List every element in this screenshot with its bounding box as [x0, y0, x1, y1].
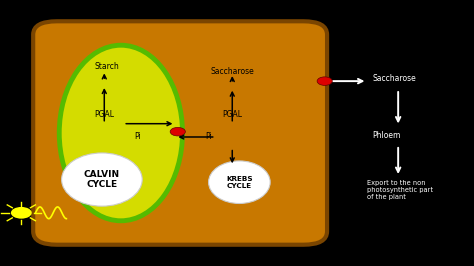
Ellipse shape — [209, 161, 270, 203]
FancyBboxPatch shape — [33, 21, 327, 245]
Text: PGAL: PGAL — [94, 110, 114, 119]
Ellipse shape — [59, 45, 182, 221]
Text: CALVIN
CYCLE: CALVIN CYCLE — [84, 170, 120, 189]
Text: Pi: Pi — [134, 132, 141, 142]
Text: Pi: Pi — [205, 132, 212, 142]
Text: Saccharose: Saccharose — [372, 74, 416, 83]
Circle shape — [170, 127, 185, 136]
Text: Starch: Starch — [94, 62, 119, 71]
Text: Export to the non
photosynthetic part
of the plant: Export to the non photosynthetic part of… — [367, 180, 433, 200]
Text: KREBS
CYCLE: KREBS CYCLE — [226, 176, 253, 189]
Text: Phloem: Phloem — [372, 131, 401, 140]
Text: PGAL: PGAL — [222, 110, 242, 119]
Circle shape — [11, 207, 32, 219]
Circle shape — [317, 77, 332, 85]
Ellipse shape — [62, 153, 142, 206]
Text: Saccharose: Saccharose — [210, 67, 254, 76]
